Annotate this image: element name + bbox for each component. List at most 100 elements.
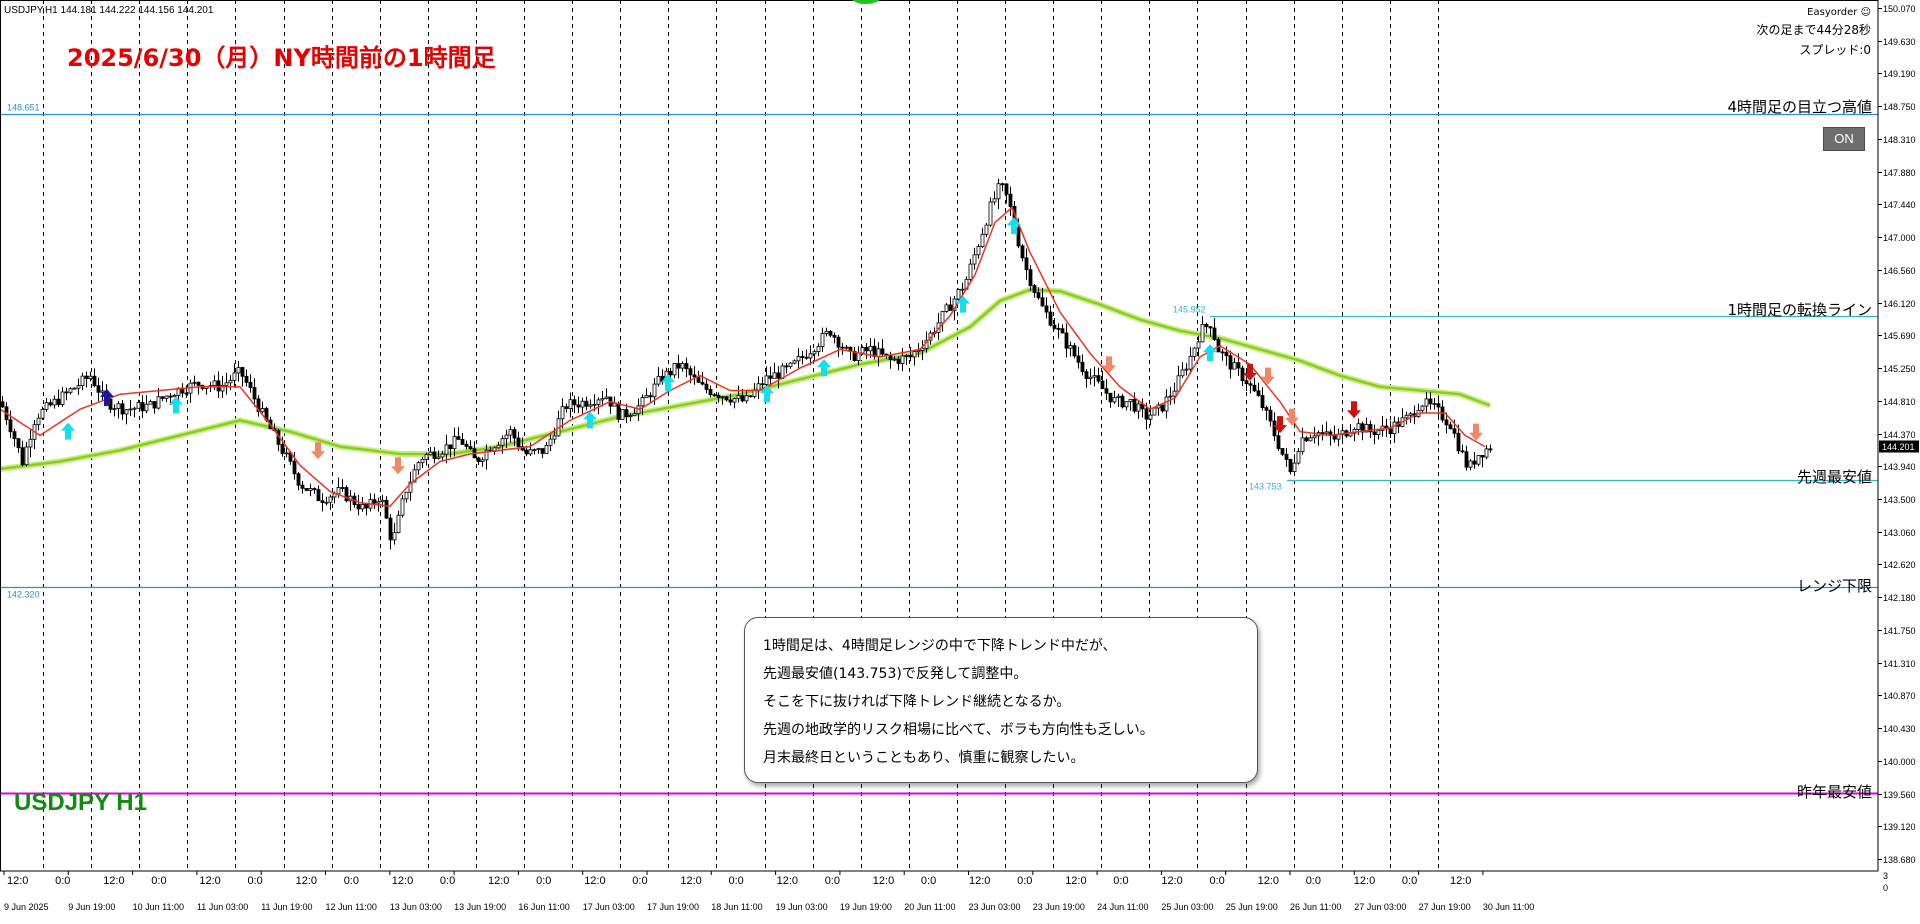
spread-readout: スプレッド:0	[1799, 43, 1871, 57]
candle-body	[1116, 395, 1121, 398]
candle-body	[800, 356, 805, 358]
candle-body	[80, 375, 85, 387]
grid-layer	[43, 0, 1439, 871]
candle-body	[1252, 384, 1257, 392]
candle-body	[252, 387, 257, 400]
candle-body	[948, 304, 953, 311]
candle-body	[536, 448, 541, 451]
candle-body	[572, 399, 577, 406]
candle-body	[772, 372, 777, 379]
candle-body	[1148, 414, 1153, 420]
candle-body	[1292, 462, 1297, 473]
candle-body	[364, 503, 369, 509]
candle-body	[96, 385, 101, 393]
candle-body	[764, 375, 769, 385]
candle-body	[408, 481, 413, 493]
time-hour-label: 12:0	[7, 875, 28, 887]
candle-body	[324, 501, 329, 504]
candle-body	[888, 354, 893, 361]
candle-body	[1248, 383, 1253, 386]
price-label: 144.370	[1883, 430, 1916, 440]
candle-body	[584, 400, 589, 407]
price-label: 147.440	[1883, 200, 1916, 210]
candle-body	[0, 401, 5, 408]
time-hour-label: 12:0	[1065, 875, 1086, 887]
symbol-info: USDJPY,H1 144.181 144.222 144.156 144.20…	[4, 5, 214, 16]
candle-layer	[0, 178, 1493, 550]
candle-body	[692, 374, 697, 378]
candle-body	[1100, 380, 1105, 390]
candle-body	[1368, 424, 1373, 433]
chart-title: 2025/6/30（月）NY時間前の1時間足	[67, 44, 496, 72]
time-hour-label: 0:0	[55, 875, 70, 887]
candle-body	[1184, 368, 1189, 371]
candle-body	[876, 348, 881, 357]
candle-body	[600, 398, 605, 401]
candle-body	[504, 434, 509, 440]
candle-body	[564, 406, 569, 409]
candle-body	[644, 395, 649, 398]
candle-body	[832, 334, 837, 338]
candle-body	[768, 375, 773, 379]
price-label: 144.810	[1883, 397, 1916, 407]
time-date-label: 25 Jun 19:00	[1226, 902, 1278, 912]
candle-body	[1464, 451, 1469, 468]
candle-body	[232, 372, 237, 381]
candle-body	[284, 452, 289, 455]
candle-body	[528, 449, 533, 455]
candle-body	[40, 409, 45, 419]
candle-body	[624, 409, 629, 417]
down-arrow-icon	[391, 457, 405, 475]
candle-body	[1284, 453, 1289, 460]
down-arrow-icon	[1347, 401, 1361, 419]
price-label: 148.310	[1883, 135, 1916, 145]
candle-body	[1432, 403, 1437, 406]
price-label: 139.120	[1883, 822, 1916, 832]
candle-body	[100, 390, 105, 393]
on-toggle-button[interactable]: ON	[1823, 127, 1865, 151]
up-arrow-icon	[1007, 217, 1021, 235]
time-date-label: 9 Jun 19:00	[68, 902, 115, 912]
candle-body	[220, 384, 225, 392]
price-label: 146.560	[1883, 266, 1916, 276]
candle-body	[1476, 454, 1481, 465]
candle-body	[60, 391, 65, 405]
time-date-label: 23 Jun 03:00	[969, 902, 1021, 912]
candle-body	[236, 367, 241, 374]
candle-body	[1224, 351, 1229, 357]
candle-body	[1028, 269, 1033, 286]
up-arrow-icon	[956, 295, 970, 313]
candle-body	[476, 457, 481, 462]
candle-body	[1040, 297, 1045, 307]
candle-body	[1444, 419, 1449, 426]
candle-body	[432, 451, 437, 459]
candle-body	[392, 532, 397, 541]
candle-body	[1132, 398, 1137, 412]
time-hour-label: 12:0	[392, 875, 413, 887]
candle-body	[784, 365, 789, 368]
up-arrow-icon	[760, 385, 774, 403]
time-date-label: 10 Jun 11:00	[133, 902, 184, 912]
candle-body	[460, 438, 465, 445]
candle-body	[1200, 324, 1205, 343]
price-label: 3	[1883, 871, 1888, 881]
candle-body	[652, 383, 657, 398]
candle-body	[1168, 395, 1173, 398]
candle-body	[568, 399, 573, 409]
candle-body	[620, 409, 625, 420]
time-hour-label: 0:0	[825, 875, 840, 887]
time-date-label: 19 Jun 03:00	[776, 902, 828, 912]
candle-body	[516, 437, 521, 447]
candle-body	[700, 381, 705, 385]
candle-body	[844, 346, 849, 349]
chart-frame	[0, 0, 1879, 872]
candle-body	[304, 488, 309, 491]
candle-body	[256, 398, 261, 413]
candle-body	[480, 459, 485, 462]
candle-body	[1036, 292, 1041, 299]
candle-body	[696, 376, 701, 383]
candle-body	[192, 381, 197, 384]
candle-body	[776, 372, 781, 379]
